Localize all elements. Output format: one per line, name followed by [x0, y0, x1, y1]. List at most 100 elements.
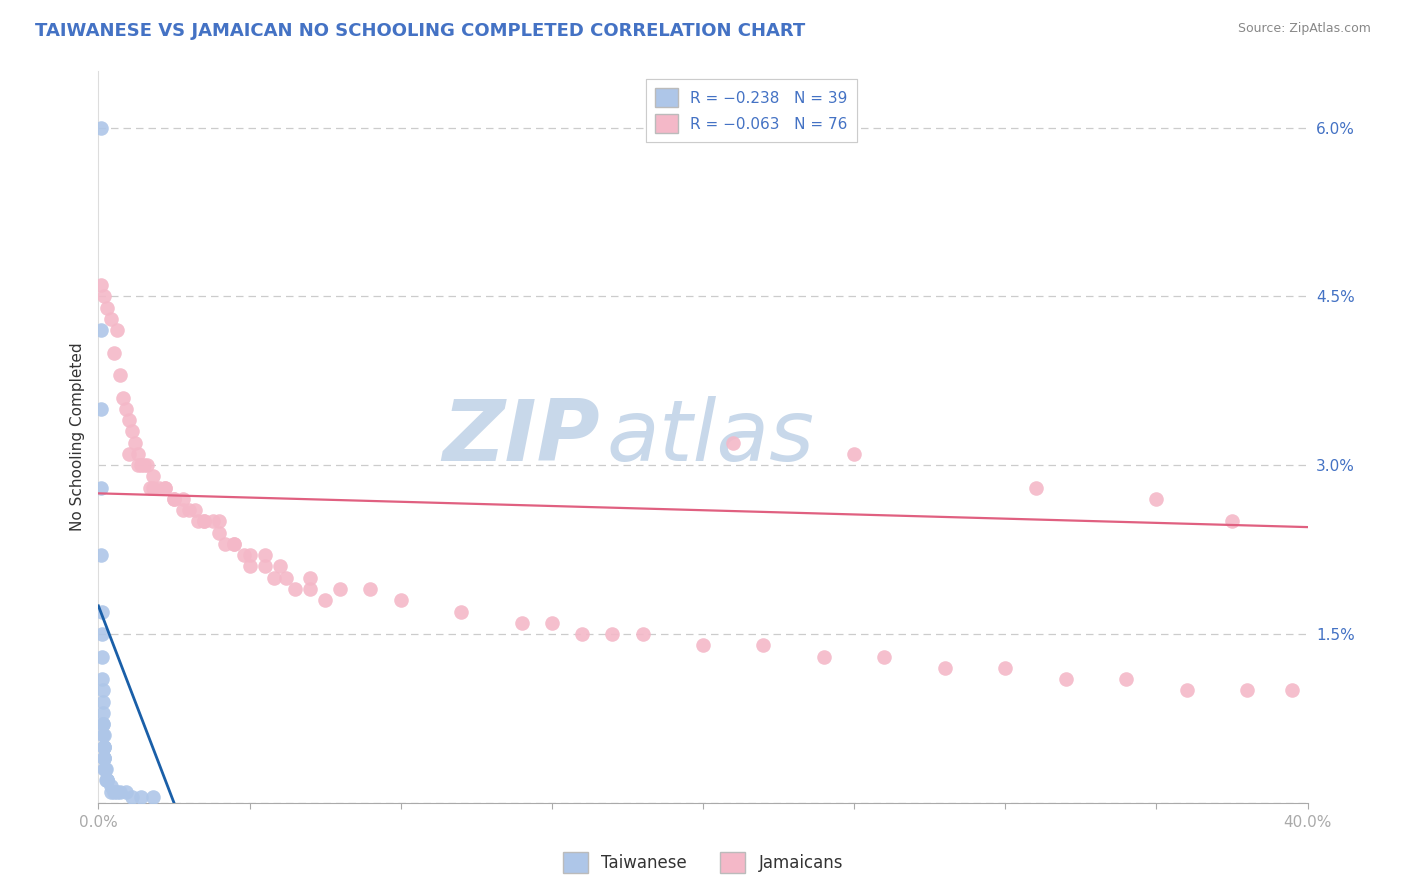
- Point: [253, 559, 276, 574]
- Point: [163, 491, 186, 506]
- Point: [263, 571, 285, 585]
- Point: [873, 649, 896, 664]
- Point: [329, 582, 352, 596]
- Point: [90, 401, 112, 416]
- Point: [105, 323, 128, 337]
- Point: [96, 773, 118, 788]
- Point: [127, 458, 149, 473]
- Point: [1220, 515, 1243, 529]
- Point: [90, 278, 112, 293]
- Point: [214, 537, 236, 551]
- Point: [93, 751, 115, 765]
- Point: [389, 593, 412, 607]
- Point: [91, 694, 114, 708]
- Point: [108, 784, 131, 798]
- Point: [96, 773, 118, 788]
- Point: [202, 515, 225, 529]
- Point: [132, 458, 155, 473]
- Point: [90, 481, 112, 495]
- Point: [1115, 672, 1137, 686]
- Point: [208, 515, 231, 529]
- Point: [224, 537, 246, 551]
- Point: [844, 447, 866, 461]
- Text: atlas: atlas: [606, 395, 814, 479]
- Point: [602, 627, 624, 641]
- Point: [239, 559, 262, 574]
- Point: [193, 515, 215, 529]
- Point: [91, 717, 114, 731]
- Point: [723, 435, 745, 450]
- Point: [224, 537, 246, 551]
- Text: Source: ZipAtlas.com: Source: ZipAtlas.com: [1237, 22, 1371, 36]
- Point: [103, 784, 125, 798]
- Text: TAIWANESE VS JAMAICAN NO SCHOOLING COMPLETED CORRELATION CHART: TAIWANESE VS JAMAICAN NO SCHOOLING COMPL…: [35, 22, 806, 40]
- Point: [193, 515, 215, 529]
- Point: [208, 525, 231, 540]
- Point: [93, 751, 115, 765]
- Point: [163, 491, 186, 506]
- Point: [93, 739, 115, 754]
- Point: [93, 289, 115, 303]
- Point: [813, 649, 835, 664]
- Point: [1144, 491, 1167, 506]
- Point: [93, 751, 115, 765]
- Point: [1236, 683, 1258, 698]
- Legend: Taiwanese, Jamaicans: Taiwanese, Jamaicans: [557, 846, 849, 880]
- Point: [274, 571, 297, 585]
- Point: [142, 469, 165, 483]
- Point: [142, 790, 165, 805]
- Point: [127, 447, 149, 461]
- Point: [299, 571, 322, 585]
- Point: [91, 605, 114, 619]
- Point: [253, 548, 276, 562]
- Point: [540, 615, 562, 630]
- Point: [172, 503, 194, 517]
- Point: [90, 548, 112, 562]
- Point: [571, 627, 593, 641]
- Point: [91, 728, 114, 742]
- Point: [93, 728, 115, 742]
- Point: [314, 593, 336, 607]
- Point: [94, 773, 117, 788]
- Point: [269, 559, 291, 574]
- Point: [752, 638, 775, 652]
- Point: [114, 401, 136, 416]
- Point: [90, 323, 112, 337]
- Point: [91, 672, 114, 686]
- Point: [103, 345, 125, 359]
- Point: [179, 503, 201, 517]
- Point: [1024, 481, 1046, 495]
- Point: [1175, 683, 1198, 698]
- Point: [142, 481, 165, 495]
- Point: [93, 739, 115, 754]
- Point: [184, 503, 207, 517]
- Point: [299, 582, 322, 596]
- Legend: R = −0.238   N = 39, R = −0.063   N = 76: R = −0.238 N = 39, R = −0.063 N = 76: [645, 79, 856, 142]
- Point: [360, 582, 382, 596]
- Point: [994, 661, 1017, 675]
- Point: [510, 615, 533, 630]
- Point: [631, 627, 654, 641]
- Point: [100, 784, 122, 798]
- Point: [187, 515, 209, 529]
- Point: [91, 706, 114, 720]
- Point: [114, 784, 136, 798]
- Point: [121, 790, 143, 805]
- Point: [91, 683, 114, 698]
- Point: [91, 717, 114, 731]
- Point: [108, 368, 131, 383]
- Point: [105, 784, 128, 798]
- Point: [129, 790, 152, 805]
- Point: [100, 779, 122, 793]
- Point: [139, 481, 162, 495]
- Point: [692, 638, 714, 652]
- Point: [121, 425, 143, 439]
- Point: [118, 447, 141, 461]
- Point: [96, 773, 118, 788]
- Point: [91, 627, 114, 641]
- Point: [450, 605, 472, 619]
- Point: [239, 548, 262, 562]
- Point: [96, 301, 118, 315]
- Point: [100, 312, 122, 326]
- Point: [172, 491, 194, 506]
